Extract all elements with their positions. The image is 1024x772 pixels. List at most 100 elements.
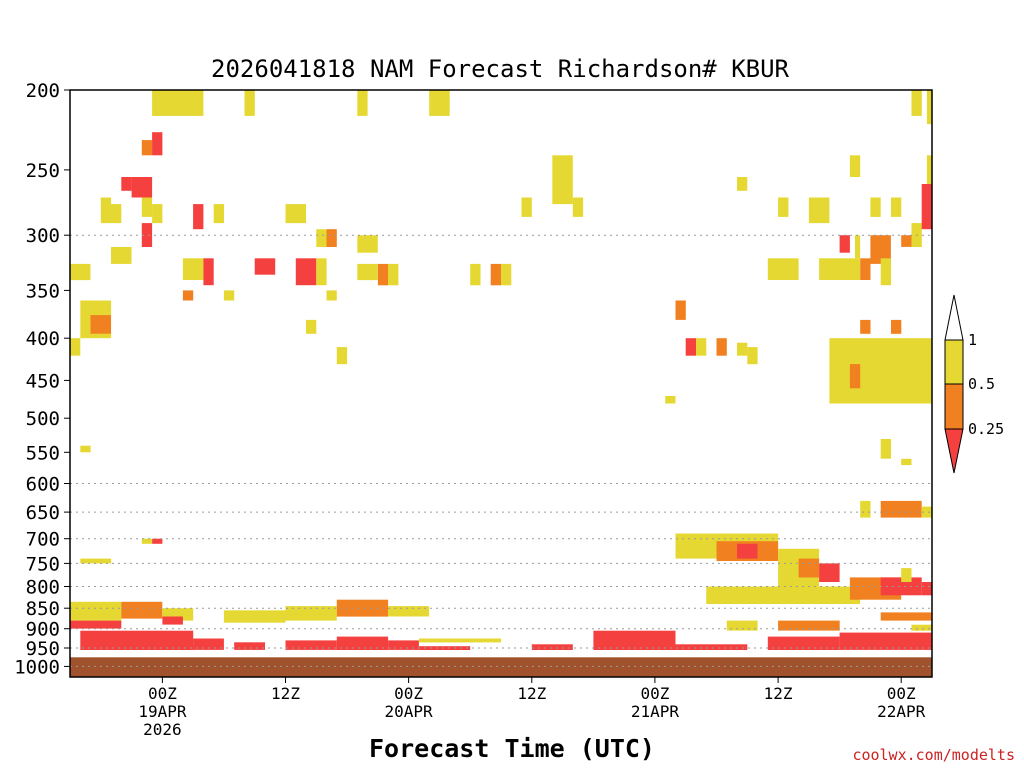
heatmap-cell [880, 500, 922, 518]
heatmap-cell [778, 620, 840, 631]
x-tick-label: 00Z [394, 684, 423, 703]
heatmap-cell [860, 258, 871, 280]
heatmap-cell [911, 90, 922, 116]
heatmap-cell [326, 290, 337, 301]
heatmap-cell [870, 235, 891, 264]
x-tick-label: 19APR [138, 702, 187, 721]
heatmap-cell [921, 506, 932, 518]
heatmap-cell [901, 235, 912, 247]
heatmap-cell [880, 439, 891, 459]
y-tick-label: 400 [26, 328, 60, 350]
heatmap-cell [141, 538, 153, 544]
heatmap-cell [855, 235, 861, 259]
heatmap-cell [357, 90, 368, 116]
colorbar-tick-label: 0.5 [968, 375, 995, 393]
heatmap-cell [839, 632, 932, 650]
heatmap-cell [336, 636, 389, 650]
heatmap-cell [880, 258, 891, 286]
heatmap-cell [737, 543, 758, 559]
heatmap-cell [552, 155, 573, 205]
heatmap-cell [213, 204, 224, 224]
heatmap-cell [911, 624, 932, 631]
heatmap-cell [819, 563, 840, 582]
plot-frame [69, 89, 933, 678]
heatmap-cell [182, 290, 194, 301]
heatmap-cell [80, 445, 91, 453]
heatmap-cell [285, 606, 337, 621]
heatmap-cell [470, 263, 481, 286]
heatmap-cell [141, 197, 153, 217]
heatmap-cell [326, 229, 337, 247]
ground-fill [70, 657, 932, 677]
heatmap-cell [593, 630, 676, 650]
heatmap-cell [162, 616, 183, 625]
heatmap-cell [357, 263, 378, 281]
heatmap-cell [388, 640, 419, 650]
y-tick-label: 750 [26, 553, 60, 575]
heatmap-cell [121, 177, 132, 191]
y-tick-label: 350 [26, 280, 60, 302]
colorbar-bin [944, 339, 964, 385]
heatmap-cell [141, 140, 153, 156]
heatmap-cell [675, 644, 748, 650]
heatmap-cell [223, 610, 286, 623]
heatmap-cell [901, 568, 912, 582]
y-tick-label: 650 [26, 502, 60, 524]
heatmap-cell [90, 315, 111, 334]
heatmap-cell [80, 558, 112, 564]
y-tick-label: 250 [26, 160, 60, 182]
x-tick-label: 22APR [877, 702, 926, 721]
heatmap-cell [839, 235, 850, 253]
heatmap-cell [152, 132, 163, 156]
y-tick-label: 800 [26, 577, 60, 599]
heatmap-cell [849, 364, 861, 389]
x-tick-label: 00Z [640, 684, 669, 703]
heatmap-cell [891, 319, 902, 334]
axes: 200 250 300 350 400 450 500 550 600 650 7007508008… [14, 80, 933, 739]
heatmap-cell [429, 90, 450, 116]
heatmap-cell [716, 338, 727, 356]
heatmap-cell [131, 177, 153, 198]
heatmap-cell [726, 620, 758, 631]
heatmap-cell [388, 263, 399, 286]
heatmap-cell [152, 538, 163, 544]
heatmap-cell [737, 177, 748, 191]
colorbar-top-arrow [944, 294, 964, 341]
heatmap-cell [234, 642, 265, 650]
y-tick-label: 300 [26, 225, 60, 247]
heatmap-cell [295, 258, 317, 286]
heatmap-cell [880, 612, 932, 621]
colorbar-tick-label: 0.25 [968, 420, 1004, 438]
heatmap-cell [285, 640, 337, 650]
heatmap-cell [829, 338, 932, 404]
heatmap-cells [70, 90, 932, 650]
heatmap-cell [665, 396, 676, 404]
heatmap-cell [490, 263, 501, 286]
heatmap-cell [685, 338, 696, 356]
heatmap-cell [418, 646, 471, 650]
heatmap-cell [193, 638, 224, 650]
heatmap-cell [111, 247, 132, 264]
heatmap-cell [860, 500, 871, 518]
heatmap-cell [121, 601, 163, 619]
heatmap-cell [70, 338, 81, 356]
x-tick-label: 20APR [385, 702, 434, 721]
x-tick-label: 21APR [631, 702, 680, 721]
heatmap-cell [808, 197, 830, 224]
heatmap-cell [747, 347, 758, 365]
heatmap-cell [377, 263, 389, 286]
heatmap-cell [254, 258, 276, 275]
heatmap-cell [244, 90, 255, 116]
heatmap-cell [70, 601, 122, 621]
heatmap-cell [675, 300, 686, 320]
heatmap-cell [901, 458, 912, 466]
heatmap-cell [336, 347, 348, 365]
heatmap-cell [70, 620, 122, 629]
heatmap-cell [141, 223, 153, 247]
y-tick-label: 200 [26, 80, 60, 102]
heatmap-cell [100, 197, 112, 224]
heatmap-cell [388, 606, 430, 617]
heatmap-cell [357, 235, 378, 253]
x-tick-label: 12Z [764, 684, 793, 703]
